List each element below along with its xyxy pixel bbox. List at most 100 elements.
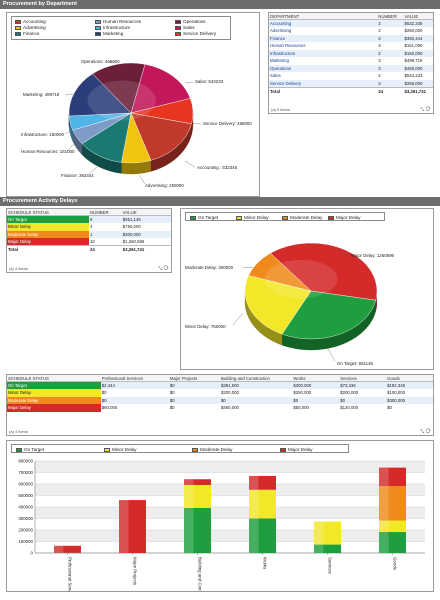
legend-label: Moderate Delay <box>200 447 233 452</box>
bar-segment-major-delay-major-projects[interactable] <box>119 500 146 553</box>
pie-slice-marketing[interactable] <box>68 73 132 117</box>
bar-segment-on-target-works[interactable] <box>249 518 276 554</box>
legend-item-operations[interactable]: Operations <box>175 19 205 24</box>
pie-slice-major-delay[interactable] <box>270 242 378 301</box>
table-row[interactable]: Finance 3 $392,444 <box>269 34 433 42</box>
legend-item-marketing[interactable]: Marketing <box>95 31 123 36</box>
bar-segment-on-target-building-and-construction[interactable] <box>184 507 211 553</box>
legend-item-service-delivery[interactable]: Service Delivery <box>175 31 216 36</box>
department-link[interactable]: Advertising <box>270 28 292 34</box>
table-cell: $0 <box>169 405 175 411</box>
legend-swatch <box>15 31 21 36</box>
department-link[interactable]: Marketing <box>270 58 289 64</box>
legend-item-minor-delay[interactable]: Minor Delay <box>104 447 137 452</box>
table-row[interactable]: Moderate Delay $0 $0 $0 $0 $0 $300,000 <box>7 396 433 404</box>
legend-item-major-delay[interactable]: Major Delay <box>328 215 361 220</box>
legend-item-human-resources[interactable]: Human Resources <box>95 19 141 24</box>
bar-segment-on-target-services[interactable] <box>314 544 341 553</box>
total-cell: $3,261,741 <box>403 86 433 95</box>
pie-label-on-target: On Target: 951145 <box>337 361 374 366</box>
legend-label: Advertising <box>23 25 46 30</box>
department-link[interactable]: Accounting <box>269 19 378 27</box>
pie-slice-moderate-delay[interactable] <box>248 252 312 292</box>
table-row[interactable]: Major Delay 10 $1,260,596 <box>7 238 171 246</box>
table-row[interactable]: Marketing 3 $499,719 <box>269 57 433 65</box>
department-link[interactable]: Human Resources <box>270 43 306 49</box>
col-value[interactable]: VALUE <box>121 209 171 216</box>
legend-item-moderate-delay[interactable]: Moderate Delay <box>192 447 232 452</box>
col-number[interactable]: NUMBER <box>377 13 404 20</box>
bar-segment-major-delay-works[interactable] <box>249 475 276 490</box>
bar-segment-on-target-goods[interactable] <box>379 532 406 553</box>
table-row[interactable]: Accounting 3 $532,345 <box>269 19 433 27</box>
bar-segment-moderate-delay-goods[interactable] <box>379 486 406 521</box>
legend-item-major-delay[interactable]: Major Delay <box>280 447 313 452</box>
table-row[interactable]: Operations 3 $465,000 <box>269 64 433 72</box>
table-cell: $951,145 <box>121 215 171 223</box>
table-row[interactable]: On Target 9 $951,145 <box>7 215 171 223</box>
col-schedule-status[interactable]: SCHEDULE STATUS <box>7 375 101 382</box>
table-cell: 2 <box>378 73 381 79</box>
table-row[interactable]: Major Delay $60,000 $0 $460,000 $50,000 $120,… <box>7 404 433 412</box>
table-row[interactable]: Minor Delay 4 $750,000 <box>7 223 171 231</box>
table-tools-icon[interactable]: ⤡ ⟳ <box>420 107 431 113</box>
table-row[interactable]: Minor Delay $0 $0 $200,000 $250,000 $200,000 $… <box>7 389 433 397</box>
bar-segment-major-delay-goods[interactable] <box>379 467 406 487</box>
legend-item-finance[interactable]: Finance <box>15 31 39 36</box>
legend-item-infrastructure[interactable]: Infrastructure <box>95 25 130 30</box>
pie-slice-sales[interactable] <box>130 64 191 114</box>
table-tools-icon[interactable]: ⤡ ⟳ <box>420 429 431 435</box>
department-link[interactable]: Service Delivery <box>269 79 378 87</box>
pie-slice-minor-delay[interactable] <box>244 275 312 335</box>
bar-segment-minor-delay-services[interactable] <box>314 521 341 545</box>
bar-segment-major-delay-professional-services[interactable] <box>54 545 81 553</box>
col-major-projects[interactable]: Major Projects <box>168 375 220 382</box>
col-professional-services[interactable]: Professional Services <box>100 375 169 382</box>
bar-segment-minor-delay-goods[interactable] <box>379 520 406 533</box>
total-cell: 24 <box>377 86 404 95</box>
section-header-delays: Procurement Activity Delays <box>0 197 440 206</box>
table-row[interactable]: Sales 2 $543,233 <box>269 72 433 80</box>
department-link[interactable]: Sales <box>270 73 281 79</box>
col-works[interactable]: Works <box>292 375 340 382</box>
pie-leader-line <box>138 174 146 185</box>
legend-item-on-target[interactable]: On Target <box>16 447 44 452</box>
col-building-and-construction[interactable]: Building and Construction <box>219 375 293 382</box>
legend-item-minor-delay[interactable]: Minor Delay <box>236 215 269 220</box>
y-tick-label: 600000 <box>18 482 33 487</box>
col-number[interactable]: NUMBER <box>89 209 122 216</box>
y-tick-label: 400000 <box>18 505 33 510</box>
bar-segment-minor-delay-works[interactable] <box>249 489 276 519</box>
table-cell: $0 <box>100 396 169 404</box>
legend-item-moderate-delay[interactable]: Moderate Delay <box>282 215 322 220</box>
col-services[interactable]: Services <box>339 375 387 382</box>
table-tools-icon[interactable]: ⤡ ⟳ <box>158 266 169 272</box>
col-department[interactable]: DEPARTMENT <box>269 13 378 20</box>
col-value[interactable]: VALUE <box>403 13 433 20</box>
pie-slice-operations[interactable] <box>92 62 146 114</box>
table-row[interactable]: On Target $2,444 $0 $391,500 $300,000 $73,336… <box>7 381 433 389</box>
table-row[interactable]: Advertising 2 $250,000 <box>269 27 433 35</box>
legend-item-sales[interactable]: Sales <box>175 25 195 30</box>
bar-segment-minor-delay-building-and-construction[interactable] <box>184 484 211 508</box>
table-cell: 4 <box>90 224 93 230</box>
table-row[interactable]: Human Resources 3 $161,000 <box>269 42 433 50</box>
legend-item-on-target[interactable]: On Target <box>190 215 218 220</box>
col-schedule-status[interactable]: SCHEDULE STATUS <box>7 209 89 216</box>
legend-item-accounting[interactable]: Accounting <box>15 19 46 24</box>
legend-label: Minor Delay <box>244 215 269 220</box>
pie-label-service-delivery: Service Delivery: 268000 <box>203 121 252 126</box>
table-row[interactable]: Moderate Delay 1 $300,000 <box>7 230 171 238</box>
department-link[interactable]: Finance <box>269 34 378 42</box>
department-link[interactable]: Infrastructure <box>269 49 378 57</box>
col-goods[interactable]: Goods <box>386 375 433 382</box>
y-tick-label: 300000 <box>18 516 33 521</box>
table-row[interactable]: Service Delivery 3 $268,000 <box>269 79 433 87</box>
pie-slice-on-target[interactable] <box>281 290 377 340</box>
legend-item-advertising[interactable]: Advertising <box>15 25 46 30</box>
bar-shine <box>249 489 259 519</box>
table-cell: 2 <box>378 28 381 34</box>
table-row[interactable]: Infrastructure 2 $150,000 <box>269 49 433 57</box>
bar-segment-major-delay-building-and-construction[interactable] <box>184 479 211 485</box>
department-link[interactable]: Operations <box>269 64 378 72</box>
